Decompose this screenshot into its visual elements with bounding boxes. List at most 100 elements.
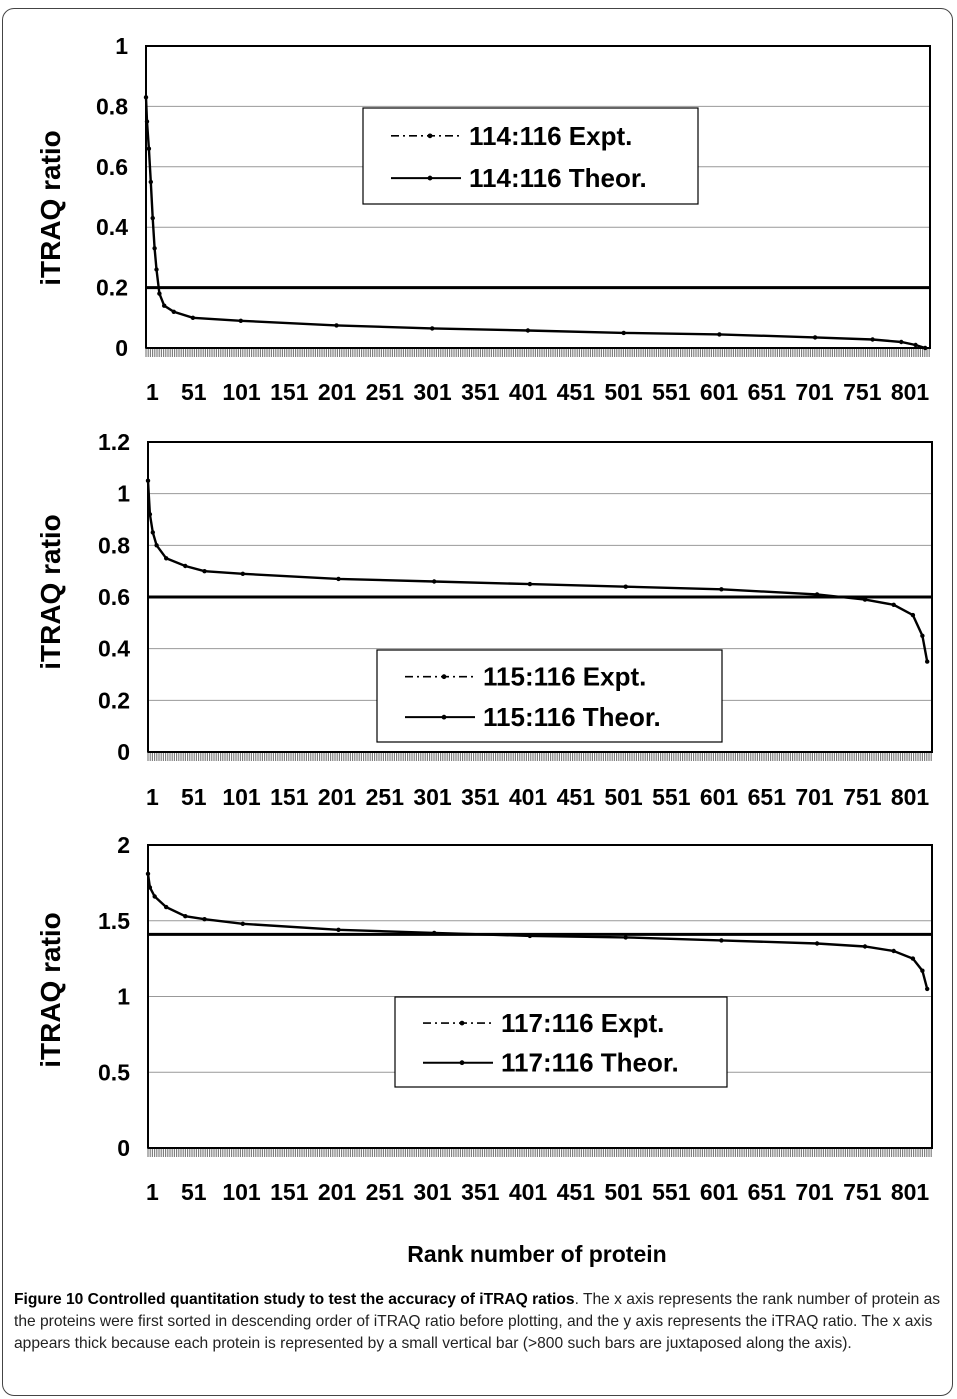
data-point: [623, 584, 628, 589]
data-point: [870, 337, 875, 342]
x-axis-bars: [147, 1148, 932, 1157]
x-tick-label: 451: [557, 379, 596, 405]
data-point: [202, 917, 207, 922]
legend: 114:116 Expt. 114:116 Theor.: [362, 107, 699, 205]
x-tick-label: 151: [270, 1179, 309, 1205]
x-tick-label: 701: [795, 784, 834, 810]
data-point: [143, 95, 149, 100]
x-tick-label: 501: [604, 784, 643, 810]
x-tick-label: 551: [652, 1179, 691, 1205]
x-tick-label: 651: [748, 1179, 787, 1205]
y-tick-label: 0.6: [98, 584, 130, 610]
y-tick-label: 0.8: [98, 532, 130, 558]
x-tick-label: 101: [222, 1179, 261, 1205]
legend-entry: 117:116 Expt.: [501, 1008, 664, 1038]
data-point: [144, 119, 150, 124]
x-tick-label: 401: [509, 379, 548, 405]
data-point: [152, 246, 157, 251]
data-point: [925, 986, 930, 992]
data-point: [621, 330, 626, 336]
y-tick-label: 0: [117, 739, 130, 765]
x-tick-label: 551: [652, 784, 691, 810]
y-tick-label: 1.2: [98, 429, 130, 455]
x-tick-label: 101: [222, 379, 261, 405]
data-point: [145, 478, 151, 483]
chart-panel-3: 00.511.521 51 101 151 201 251 301 351 401 451 501 5…: [35, 832, 933, 1267]
x-tick-label: 651: [748, 784, 787, 810]
x-tick-label: 751: [843, 784, 882, 810]
figure-frame: [2, 8, 953, 1396]
legend-entry: 117:116 Theor.: [501, 1048, 679, 1078]
data-point: [202, 569, 207, 574]
y-tick-label: 1.5: [98, 908, 130, 934]
x-tick-label: 201: [318, 1179, 357, 1205]
data-point: [925, 659, 930, 664]
data-point: [432, 579, 437, 584]
x-tick-label: 151: [270, 379, 309, 405]
data-point: [910, 956, 916, 961]
y-tick-label: 1: [117, 984, 130, 1010]
chart-panel-1: 00.20.40.60.811 51 101 151 201 251 301 351 401 45…: [35, 33, 931, 405]
legend-marker: [459, 1020, 465, 1026]
data-point: [164, 904, 169, 910]
caption-text: . The x axis represents the rank number …: [14, 1291, 941, 1352]
data-point: [150, 530, 155, 535]
x-tick-label: 801: [891, 784, 930, 810]
data-point: [891, 948, 896, 954]
data-point: [146, 146, 152, 151]
x-tick-label: 701: [795, 1179, 834, 1205]
data-point: [336, 927, 341, 932]
legend-marker: [441, 714, 447, 720]
x-axis-bars: [145, 348, 930, 357]
data-point: [812, 335, 818, 340]
data-point: [525, 328, 531, 333]
data-point: [154, 543, 159, 548]
data-point: [152, 894, 157, 899]
x-tick-label: 701: [795, 379, 834, 405]
x-tick-label: 201: [318, 379, 357, 405]
data-point: [430, 326, 435, 331]
y-tick-label: 1: [115, 33, 128, 59]
x-tick-label: 251: [366, 1179, 405, 1205]
x-tick-label: 551: [652, 379, 691, 405]
caption-label: Figure 10 Controlled quantitation study …: [14, 1291, 575, 1308]
legend: 117:116 Expt. 117:116 Theor.: [394, 996, 728, 1088]
data-point: [183, 563, 188, 569]
data-point: [623, 935, 628, 940]
y-tick-label: 0.8: [96, 93, 128, 119]
legend-marker: [459, 1060, 465, 1066]
data-point: [923, 345, 928, 351]
data-point: [157, 291, 162, 296]
series-line-expt: [144, 97, 926, 350]
legend-marker: [441, 674, 447, 680]
x-tick-label: 651: [748, 379, 787, 405]
x-tick-label: 101: [222, 784, 261, 810]
x-tick-label: 51: [181, 379, 207, 405]
legend-entry: 115:116 Theor.: [483, 702, 661, 732]
y-tick-label: 0.2: [98, 687, 130, 713]
x-tick-label: 301: [413, 379, 452, 405]
y-tick-label: 0: [117, 1135, 130, 1161]
data-point: [719, 587, 724, 592]
data-point: [240, 571, 245, 576]
y-axis-label: iTRAQ ratio: [35, 130, 66, 286]
legend-entry: 114:116 Expt.: [469, 121, 632, 151]
y-tick-label: 0: [115, 335, 128, 361]
y-tick-label: 0.4: [96, 214, 128, 240]
y-tick-label: 2: [117, 832, 130, 858]
y-tick-label: 0.5: [98, 1059, 130, 1085]
x-tick-label: 251: [366, 784, 405, 810]
data-point: [190, 315, 196, 320]
x-tick-label: 51: [181, 1179, 207, 1205]
data-point: [154, 267, 159, 272]
data-point: [334, 323, 339, 328]
figure-charts: 00.20.40.60.811 51 101 151 201 251 301 351 401 45…: [35, 33, 933, 1267]
x-axis-bars: [147, 752, 932, 761]
figure-caption: Figure 10 Controlled quantitation study …: [14, 1289, 944, 1355]
data-point: [150, 215, 155, 221]
legend-marker: [427, 175, 433, 181]
x-tick-label: 601: [700, 379, 739, 405]
data-point: [148, 179, 153, 185]
data-point: [913, 342, 918, 348]
x-tick-label: 351: [461, 784, 500, 810]
